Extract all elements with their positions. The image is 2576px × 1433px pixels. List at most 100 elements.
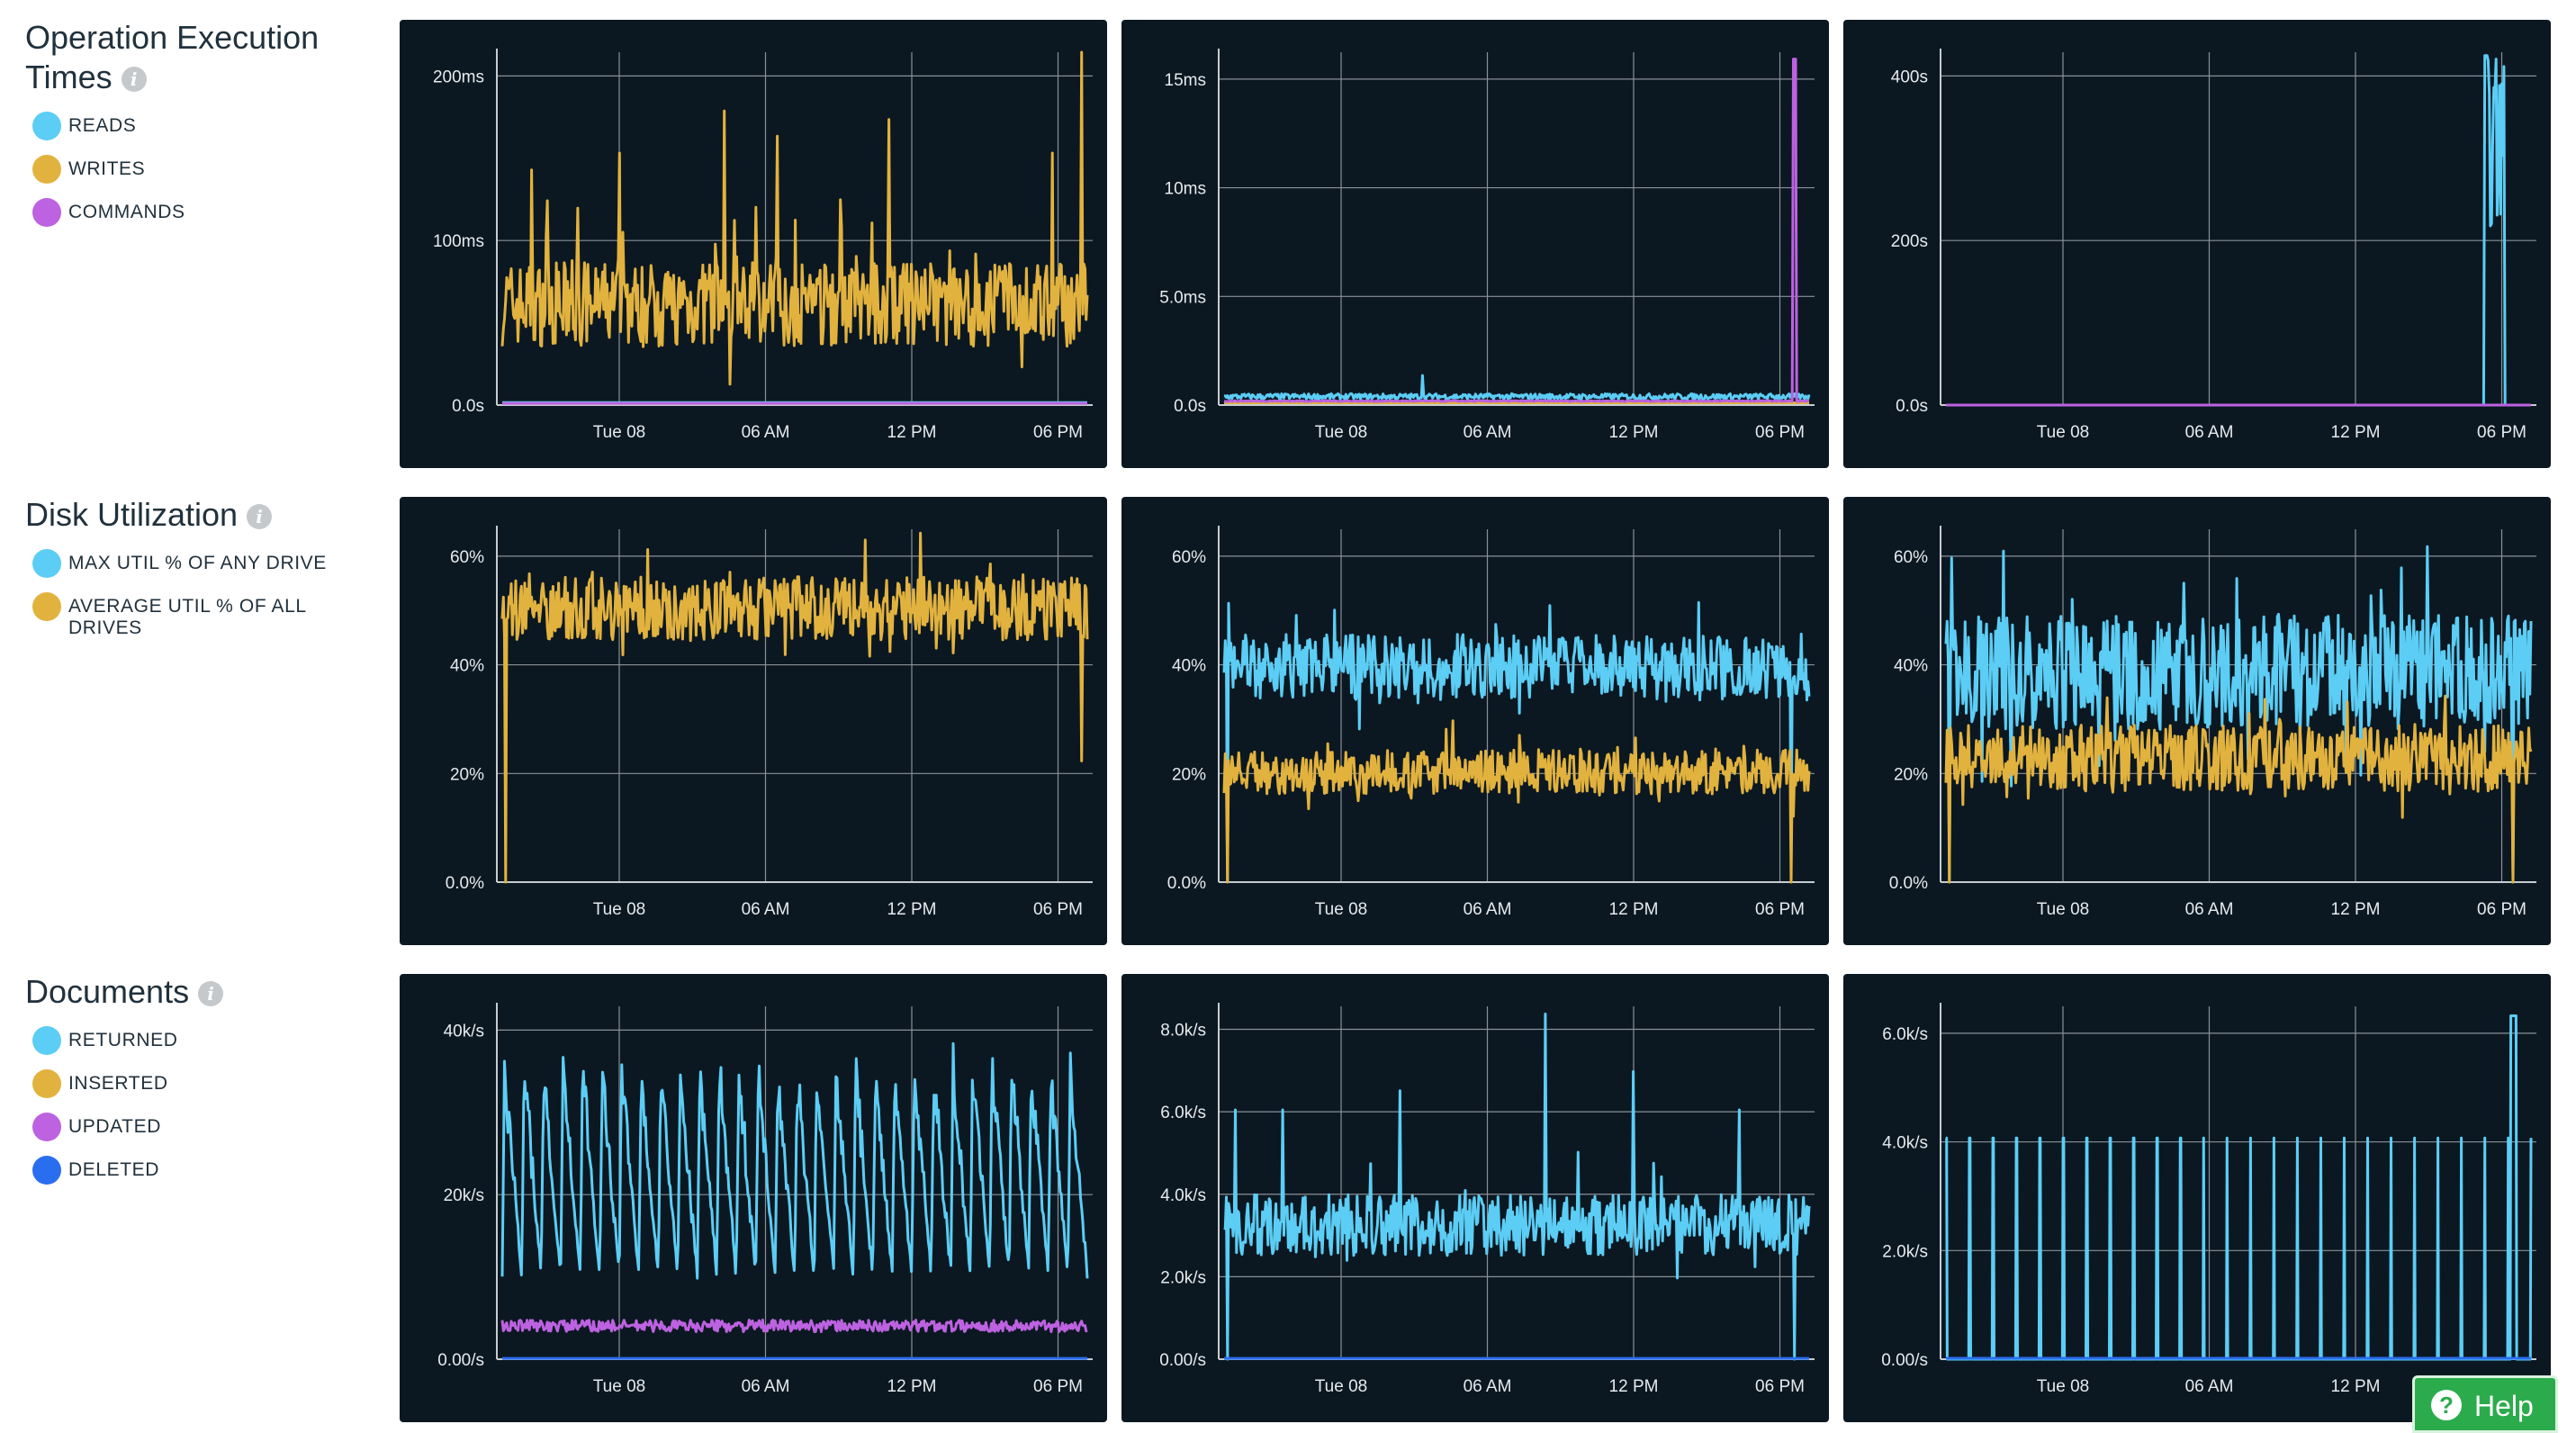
y-tick-label: 15ms (1165, 71, 1206, 90)
chart-panel[interactable]: 0.0s 5.0ms 10ms 15ms Tue 08 06 AM 12 PM 06 PM (1121, 20, 1829, 468)
y-tick-label: 60% (1172, 548, 1206, 567)
legend-item-updated[interactable]: UPDATED (25, 1111, 367, 1141)
section-disk-utilization: Disk Utilization i MAX UTIL % OF ANY DRIV… (25, 495, 367, 639)
section-operation-execution-times: Operation Execution Times i READS WRITES … (25, 18, 367, 227)
section-title: Operation Execution Times i (25, 19, 320, 95)
series-line (500, 1041, 1089, 1280)
y-tick-label: 4.0k/s (1160, 1186, 1206, 1205)
y-tick-label: 4.0k/s (1882, 1134, 1928, 1153)
legend-item-inserted[interactable]: INSERTED (25, 1068, 367, 1098)
x-tick-label: 12 PM (1609, 900, 1659, 919)
x-tick-label: 06 AM (1464, 423, 1512, 442)
info-icon[interactable]: i (121, 67, 147, 93)
help-button[interactable]: ? Help (2412, 1375, 2558, 1433)
legend-dot (32, 1113, 61, 1141)
y-tick-label: 400s (1891, 68, 1928, 86)
chart-panel[interactable]: 0.00/s 2.0k/s 4.0k/s 6.0k/s 8.0k/s Tue 08 06 A… (1121, 974, 1829, 1422)
x-tick-label: 06 PM (1755, 423, 1805, 442)
x-tick-label: Tue 08 (593, 423, 645, 442)
x-tick-label: 06 AM (1464, 900, 1512, 919)
series-line (1222, 719, 1811, 884)
x-tick-label: 12 PM (1609, 423, 1659, 442)
series-line (1223, 374, 1811, 401)
y-tick-label: 0.0% (446, 874, 484, 893)
y-tick-label: 0.0% (1889, 874, 1928, 893)
legend-item-returned[interactable]: RETURNED (25, 1024, 367, 1055)
legend-dot (32, 1156, 61, 1185)
y-tick-label: 40k/s (444, 1022, 484, 1041)
y-tick-label: 40% (1172, 657, 1206, 676)
chart-svg: 0.00/s 2.0k/s 4.0k/s 6.0k/s 8.0k/s Tue 08 06 A… (1159, 1003, 1815, 1396)
legend-item-average-util[interactable]: AVERAGE UTIL % OF ALL DRIVES (25, 590, 367, 639)
y-tick-label: 20% (1172, 765, 1206, 784)
series-line (1945, 54, 2532, 407)
x-tick-label: 12 PM (1609, 1377, 1659, 1396)
y-tick-label: 0.00/s (437, 1351, 484, 1370)
x-tick-label: 06 AM (2185, 900, 2234, 919)
series-line (1944, 545, 2533, 884)
x-tick-label: 12 PM (887, 900, 937, 919)
series-line (1222, 600, 1811, 884)
x-tick-label: 12 PM (887, 423, 937, 442)
chart-svg: 0.0% 20% 40% 60% Tue 08 06 AM 12 PM 06 PM (1167, 526, 1815, 919)
legend-item-deleted[interactable]: DELETED (25, 1154, 367, 1185)
chart-panel[interactable]: 0.00/s 20k/s 40k/s Tue 08 06 AM 12 PM 06 PM (400, 974, 1107, 1422)
x-tick-label: 06 PM (1755, 1377, 1805, 1396)
chart-svg: 0.0s 200s 400s Tue 08 06 AM 12 PM 06 PM (1891, 49, 2536, 442)
x-tick-label: 06 PM (2477, 423, 2526, 442)
legend-dot (32, 155, 61, 184)
y-tick-label: 0.0s (452, 397, 484, 416)
y-tick-label: 0.00/s (1881, 1351, 1928, 1370)
chart-svg: 0.00/s 2.0k/s 4.0k/s 6.0k/s Tue 08 06 AM 12 PM (1881, 1003, 2536, 1396)
legend-item-max-util[interactable]: MAX UTIL % OF ANY DRIVE (25, 547, 367, 578)
x-tick-label: 06 PM (1755, 900, 1805, 919)
y-tick-label: 0.0s (1174, 397, 1206, 416)
legend-item-reads[interactable]: READS (25, 110, 367, 140)
series-line (1223, 58, 1810, 403)
chart-panel[interactable]: 0.00/s 2.0k/s 4.0k/s 6.0k/s Tue 08 06 AM 12 PM (1843, 974, 2551, 1422)
series-line (1945, 1014, 2533, 1361)
y-tick-label: 40% (450, 657, 484, 676)
x-tick-label: 06 PM (1033, 423, 1083, 442)
y-tick-label: 200s (1891, 232, 1928, 251)
x-tick-label: 06 PM (1033, 1377, 1083, 1396)
x-tick-label: Tue 08 (1315, 900, 1367, 919)
x-tick-label: 06 AM (2185, 423, 2234, 442)
legend-dot (32, 1026, 61, 1055)
info-icon[interactable]: i (198, 981, 224, 1007)
x-tick-label: Tue 08 (1315, 1377, 1367, 1396)
series-line (500, 531, 1089, 884)
y-tick-label: 0.0% (1167, 874, 1206, 893)
y-tick-label: 5.0ms (1159, 288, 1206, 307)
chart-svg: 0.00/s 20k/s 40k/s Tue 08 06 AM 12 PM 06 PM (437, 1003, 1093, 1396)
legend-item-commands[interactable]: COMMANDS (25, 196, 367, 227)
x-tick-label: 12 PM (2331, 1377, 2381, 1396)
y-tick-label: 60% (450, 548, 484, 567)
series-line (500, 1318, 1088, 1333)
legend-item-writes[interactable]: WRITES (25, 153, 367, 184)
question-circle-icon: ? (2431, 1390, 2462, 1420)
y-tick-label: 6.0k/s (1160, 1104, 1206, 1122)
chart-svg: 0.0s 100ms 200ms Tue 08 06 AM 12 PM 06 PM (433, 49, 1093, 442)
chart-panel[interactable]: 0.0% 20% 40% 60% Tue 08 06 AM 12 PM 06 PM (1843, 497, 2551, 945)
y-tick-label: 200ms (433, 68, 484, 86)
chart-panel[interactable]: 0.0% 20% 40% 60% Tue 08 06 AM 12 PM 06 PM (1121, 497, 1829, 945)
chart-svg: 0.0% 20% 40% 60% Tue 08 06 AM 12 PM 06 PM (446, 526, 1093, 919)
series-line (1944, 694, 2533, 884)
legend-dot (32, 198, 61, 227)
y-tick-label: 0.0s (1896, 397, 1928, 416)
x-tick-label: 06 AM (742, 1377, 790, 1396)
y-tick-label: 100ms (433, 232, 484, 251)
info-icon[interactable]: i (247, 504, 273, 530)
x-tick-label: 12 PM (2331, 423, 2381, 442)
x-tick-label: Tue 08 (2037, 1377, 2089, 1396)
chart-panel[interactable]: 0.0s 200s 400s Tue 08 06 AM 12 PM 06 PM (1843, 20, 2551, 468)
legend-dot (32, 1069, 61, 1098)
y-tick-label: 10ms (1165, 180, 1206, 199)
chart-panel[interactable]: 0.0s 100ms 200ms Tue 08 06 AM 12 PM 06 PM (400, 20, 1107, 468)
chart-svg: 0.0% 20% 40% 60% Tue 08 06 AM 12 PM 06 PM (1889, 526, 2536, 919)
series-line (1223, 1013, 1811, 1361)
chart-panel[interactable]: 0.0% 20% 40% 60% Tue 08 06 AM 12 PM 06 PM (400, 497, 1107, 945)
legend-dot (32, 592, 61, 621)
x-tick-label: Tue 08 (593, 900, 645, 919)
